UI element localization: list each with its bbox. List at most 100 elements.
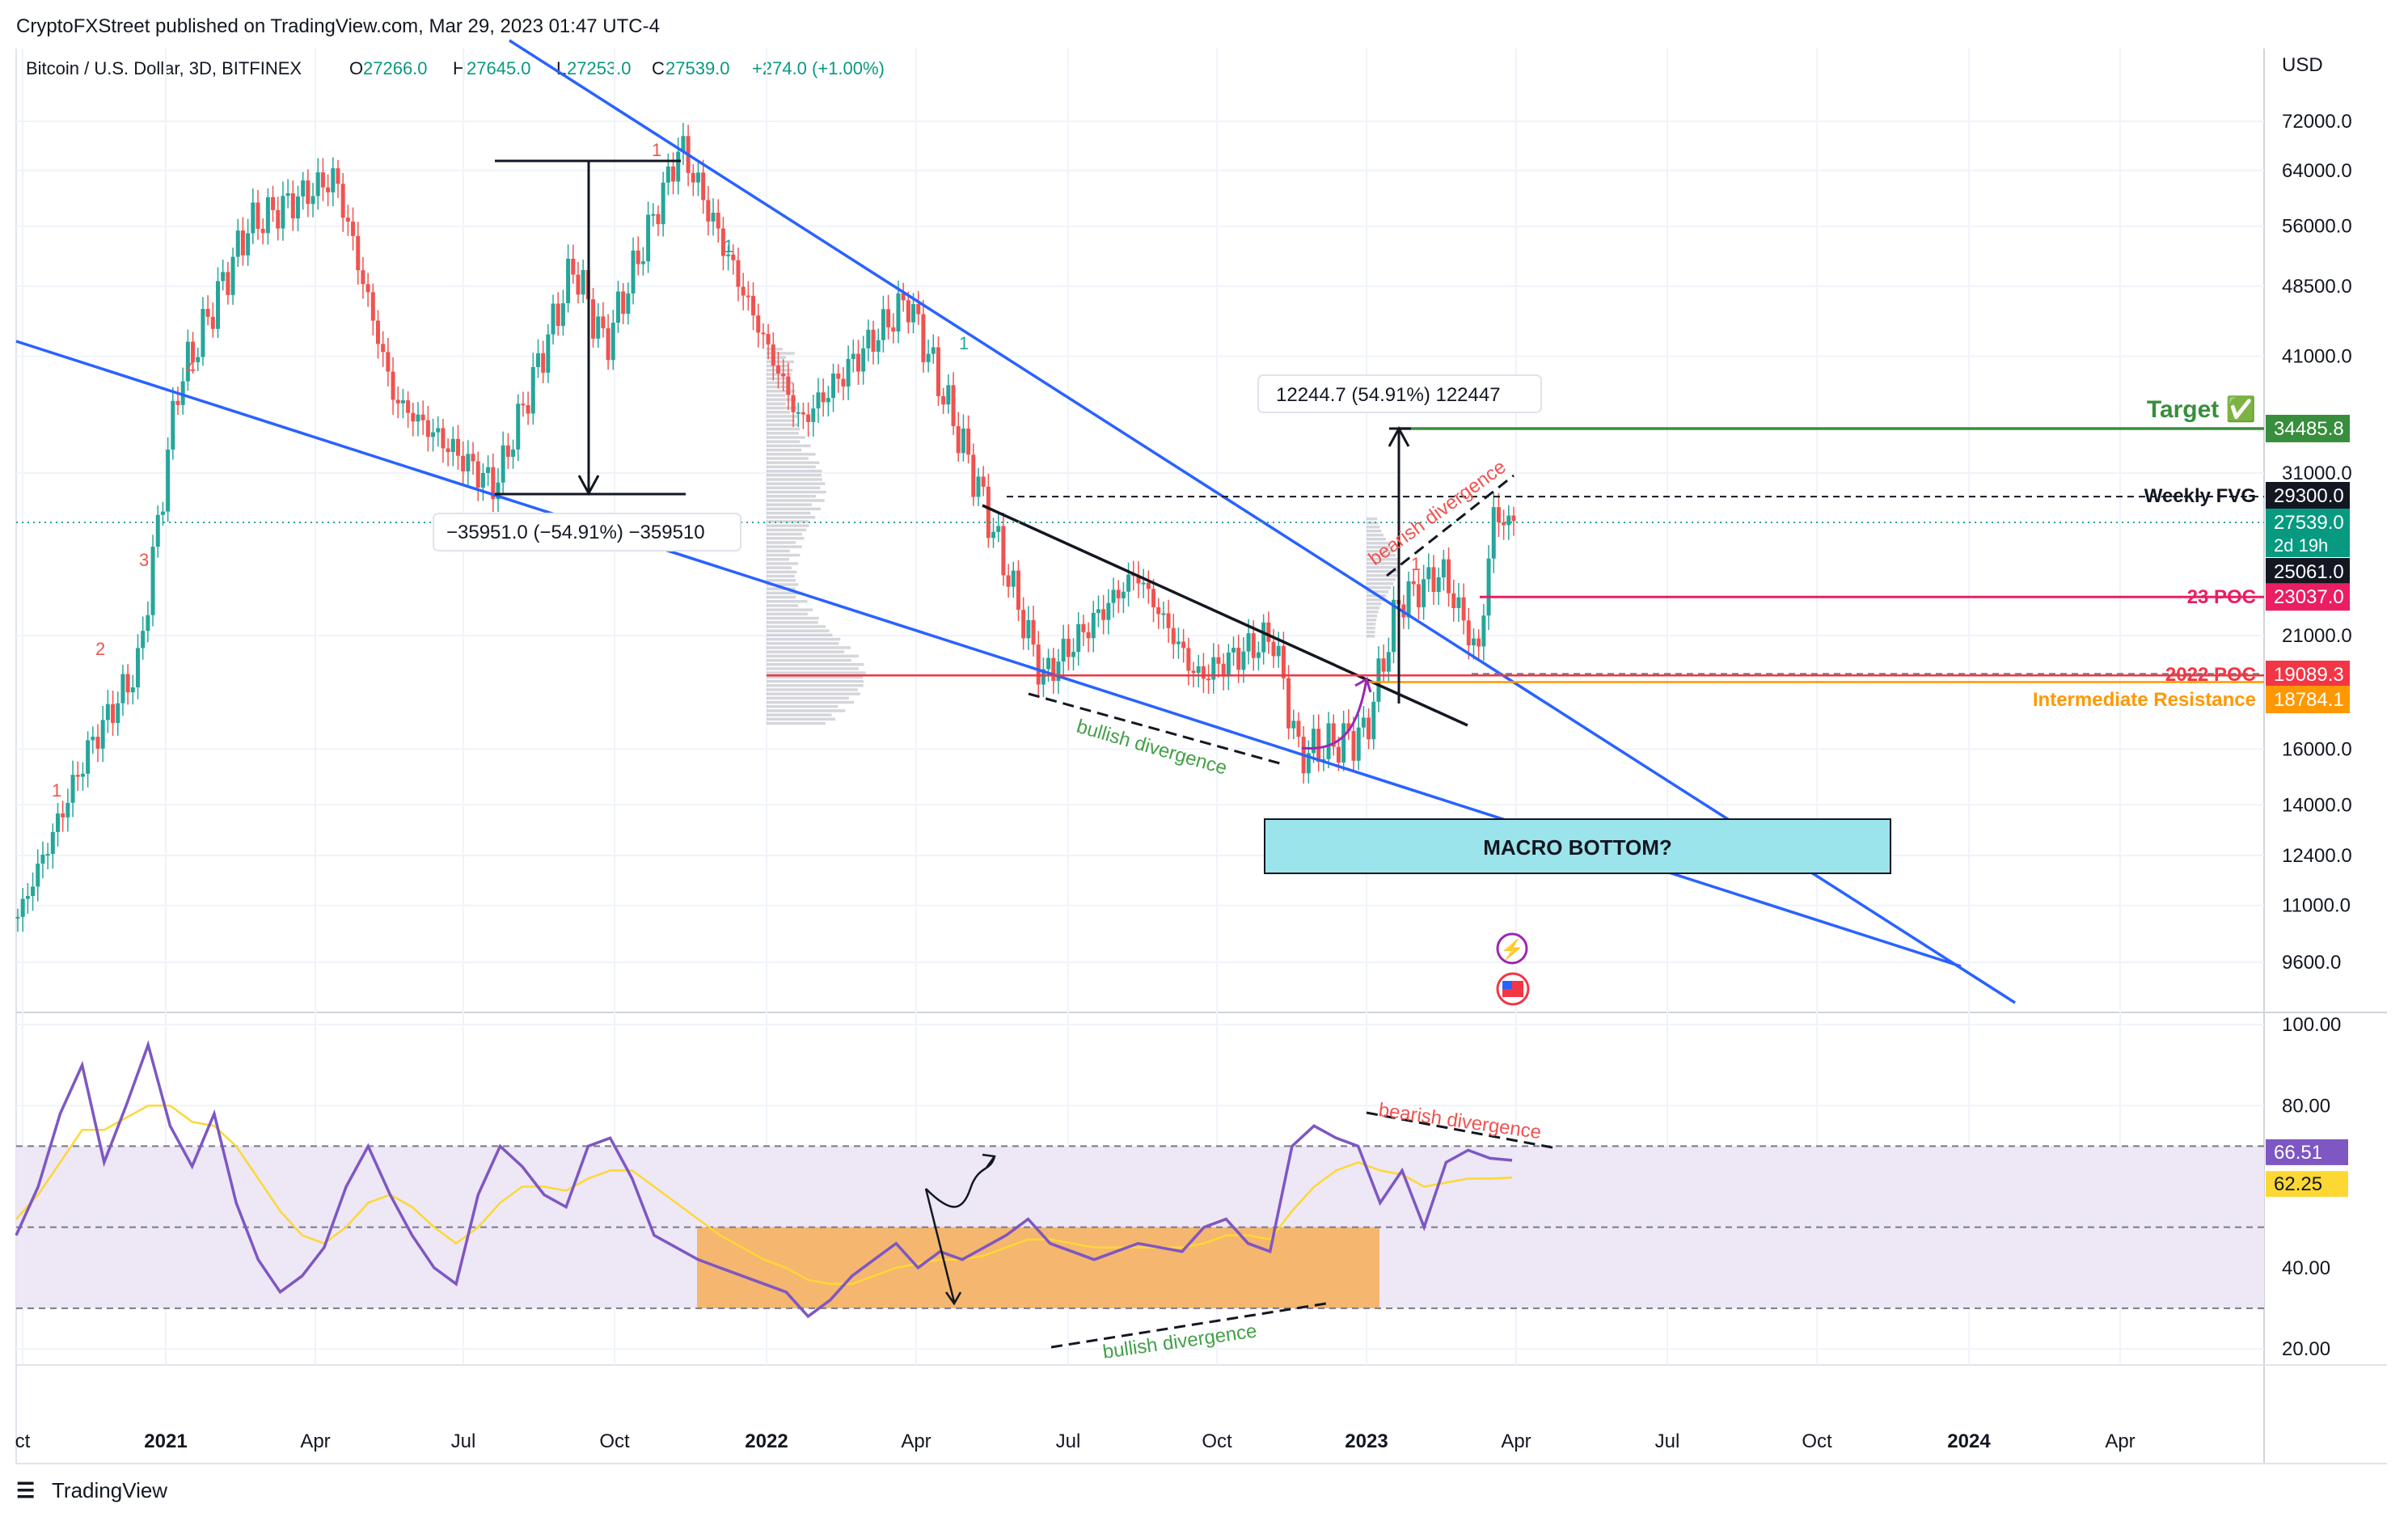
candle-body <box>1341 723 1346 763</box>
candle-body <box>911 304 916 323</box>
candle-body <box>120 674 125 704</box>
time-axis-label: Jul <box>1056 1430 1081 1452</box>
volume-profile-bar <box>767 537 805 540</box>
candle-body <box>381 344 386 353</box>
time-axis-label: Apr <box>2105 1430 2135 1452</box>
candle-body <box>501 445 505 483</box>
candle-body <box>340 184 345 218</box>
volume-profile-bar <box>767 511 811 515</box>
price-axis-label: 14000.0 <box>2282 794 2352 816</box>
candle-body <box>370 292 375 321</box>
candle-body <box>1466 620 1471 646</box>
candle-body <box>606 327 610 361</box>
volume-profile-bar <box>767 524 809 527</box>
candle-body <box>320 172 325 188</box>
rsi-axis-label: 80.00 <box>2282 1095 2330 1117</box>
candle-body <box>111 704 116 724</box>
candle-body <box>1111 589 1116 603</box>
price-axis-label: 56000.0 <box>2282 216 2352 238</box>
price-line-label: Weekly FVG <box>2144 485 2256 507</box>
candle-body <box>701 172 706 201</box>
candle-body <box>1506 515 1511 526</box>
candle-body <box>1166 613 1171 628</box>
candle-body <box>1496 507 1501 522</box>
candle-body <box>511 449 516 457</box>
candle-body <box>1201 666 1206 679</box>
candle-body <box>816 392 821 409</box>
candle-body <box>916 304 921 315</box>
volume-profile-bar <box>767 507 822 511</box>
volume-profile-bar <box>767 684 864 687</box>
candle-body <box>1436 577 1441 592</box>
candle-body <box>326 187 331 192</box>
time-axis-label: Oct <box>599 1430 630 1452</box>
candle-body <box>1231 648 1236 653</box>
volume-profile-bar <box>767 604 799 607</box>
price-badge-value: 25061.0 <box>2274 561 2344 583</box>
candle-body <box>221 272 226 281</box>
volume-profile-bar <box>767 688 858 691</box>
candle-body <box>55 813 60 832</box>
candle-body <box>191 341 196 362</box>
candle-body <box>1186 648 1191 671</box>
wave-count-label: 1 <box>959 333 969 353</box>
candle-body <box>1411 581 1416 585</box>
volume-profile-bar <box>767 600 808 603</box>
time-axis-label: ct <box>15 1430 31 1452</box>
wave-count-label: 1 <box>52 780 61 801</box>
candle-body <box>841 378 846 387</box>
candle-body <box>661 182 665 225</box>
candle-body <box>1071 652 1076 657</box>
volume-profile-bar <box>767 637 841 641</box>
price-badge <box>2266 482 2350 509</box>
candle-body <box>411 412 416 422</box>
volume-profile-bar <box>767 574 795 578</box>
rsi-value-badge <box>2266 1171 2348 1198</box>
volume-profile-bar <box>767 629 830 632</box>
candle-body <box>1036 644 1041 685</box>
candle-body <box>466 454 471 471</box>
time-axis-label: Apr <box>300 1430 330 1452</box>
candle-body <box>1286 678 1291 729</box>
volume-profile-bar <box>767 440 801 443</box>
price-bullish-divergence-line <box>1028 692 1286 767</box>
candle-body <box>1316 729 1321 763</box>
candle-body <box>130 687 135 693</box>
candlestick-series <box>15 122 1516 932</box>
candle-body <box>1191 670 1196 674</box>
candle-body <box>100 720 105 749</box>
candle-body <box>1091 612 1096 639</box>
drawings: −35951.0 (−54.91%) −359510 12244.7 (54.91… <box>15 39 2350 1006</box>
volume-profile-bar <box>767 583 799 586</box>
candle-body <box>285 192 290 196</box>
wave-count-label: 2 <box>95 639 105 659</box>
candle-body <box>1291 720 1296 729</box>
candle-body <box>516 404 521 450</box>
macro-bottom-zone <box>1264 818 1891 874</box>
candle-body <box>1276 645 1281 657</box>
candle-body <box>746 295 750 298</box>
candle-body <box>775 366 780 374</box>
candle-body <box>626 293 631 315</box>
volume-profile-bar <box>767 385 788 389</box>
volume-profile-bar <box>767 667 860 670</box>
candle-body <box>185 341 190 382</box>
candle-body <box>781 373 786 377</box>
candle-body <box>91 737 95 741</box>
candle-body <box>791 395 796 412</box>
candle-body <box>180 381 185 405</box>
candle-body <box>290 192 295 219</box>
time-axis-label: 2024 <box>1947 1430 1991 1452</box>
volume-profile-bar <box>1367 518 1378 521</box>
time-axis-label: Jul <box>1655 1430 1680 1452</box>
price-line-label: 23 POC <box>2187 586 2256 608</box>
candle-body <box>86 740 91 774</box>
price-badge <box>2266 558 2350 585</box>
candle-body <box>40 854 45 864</box>
candle-body <box>1426 567 1431 580</box>
candle-body <box>546 334 551 373</box>
candle-body <box>1226 652 1231 677</box>
wave-count-label: 3 <box>139 550 149 570</box>
candle-body <box>230 256 235 295</box>
price-badge-countdown: 2d 19h <box>2274 535 2328 556</box>
